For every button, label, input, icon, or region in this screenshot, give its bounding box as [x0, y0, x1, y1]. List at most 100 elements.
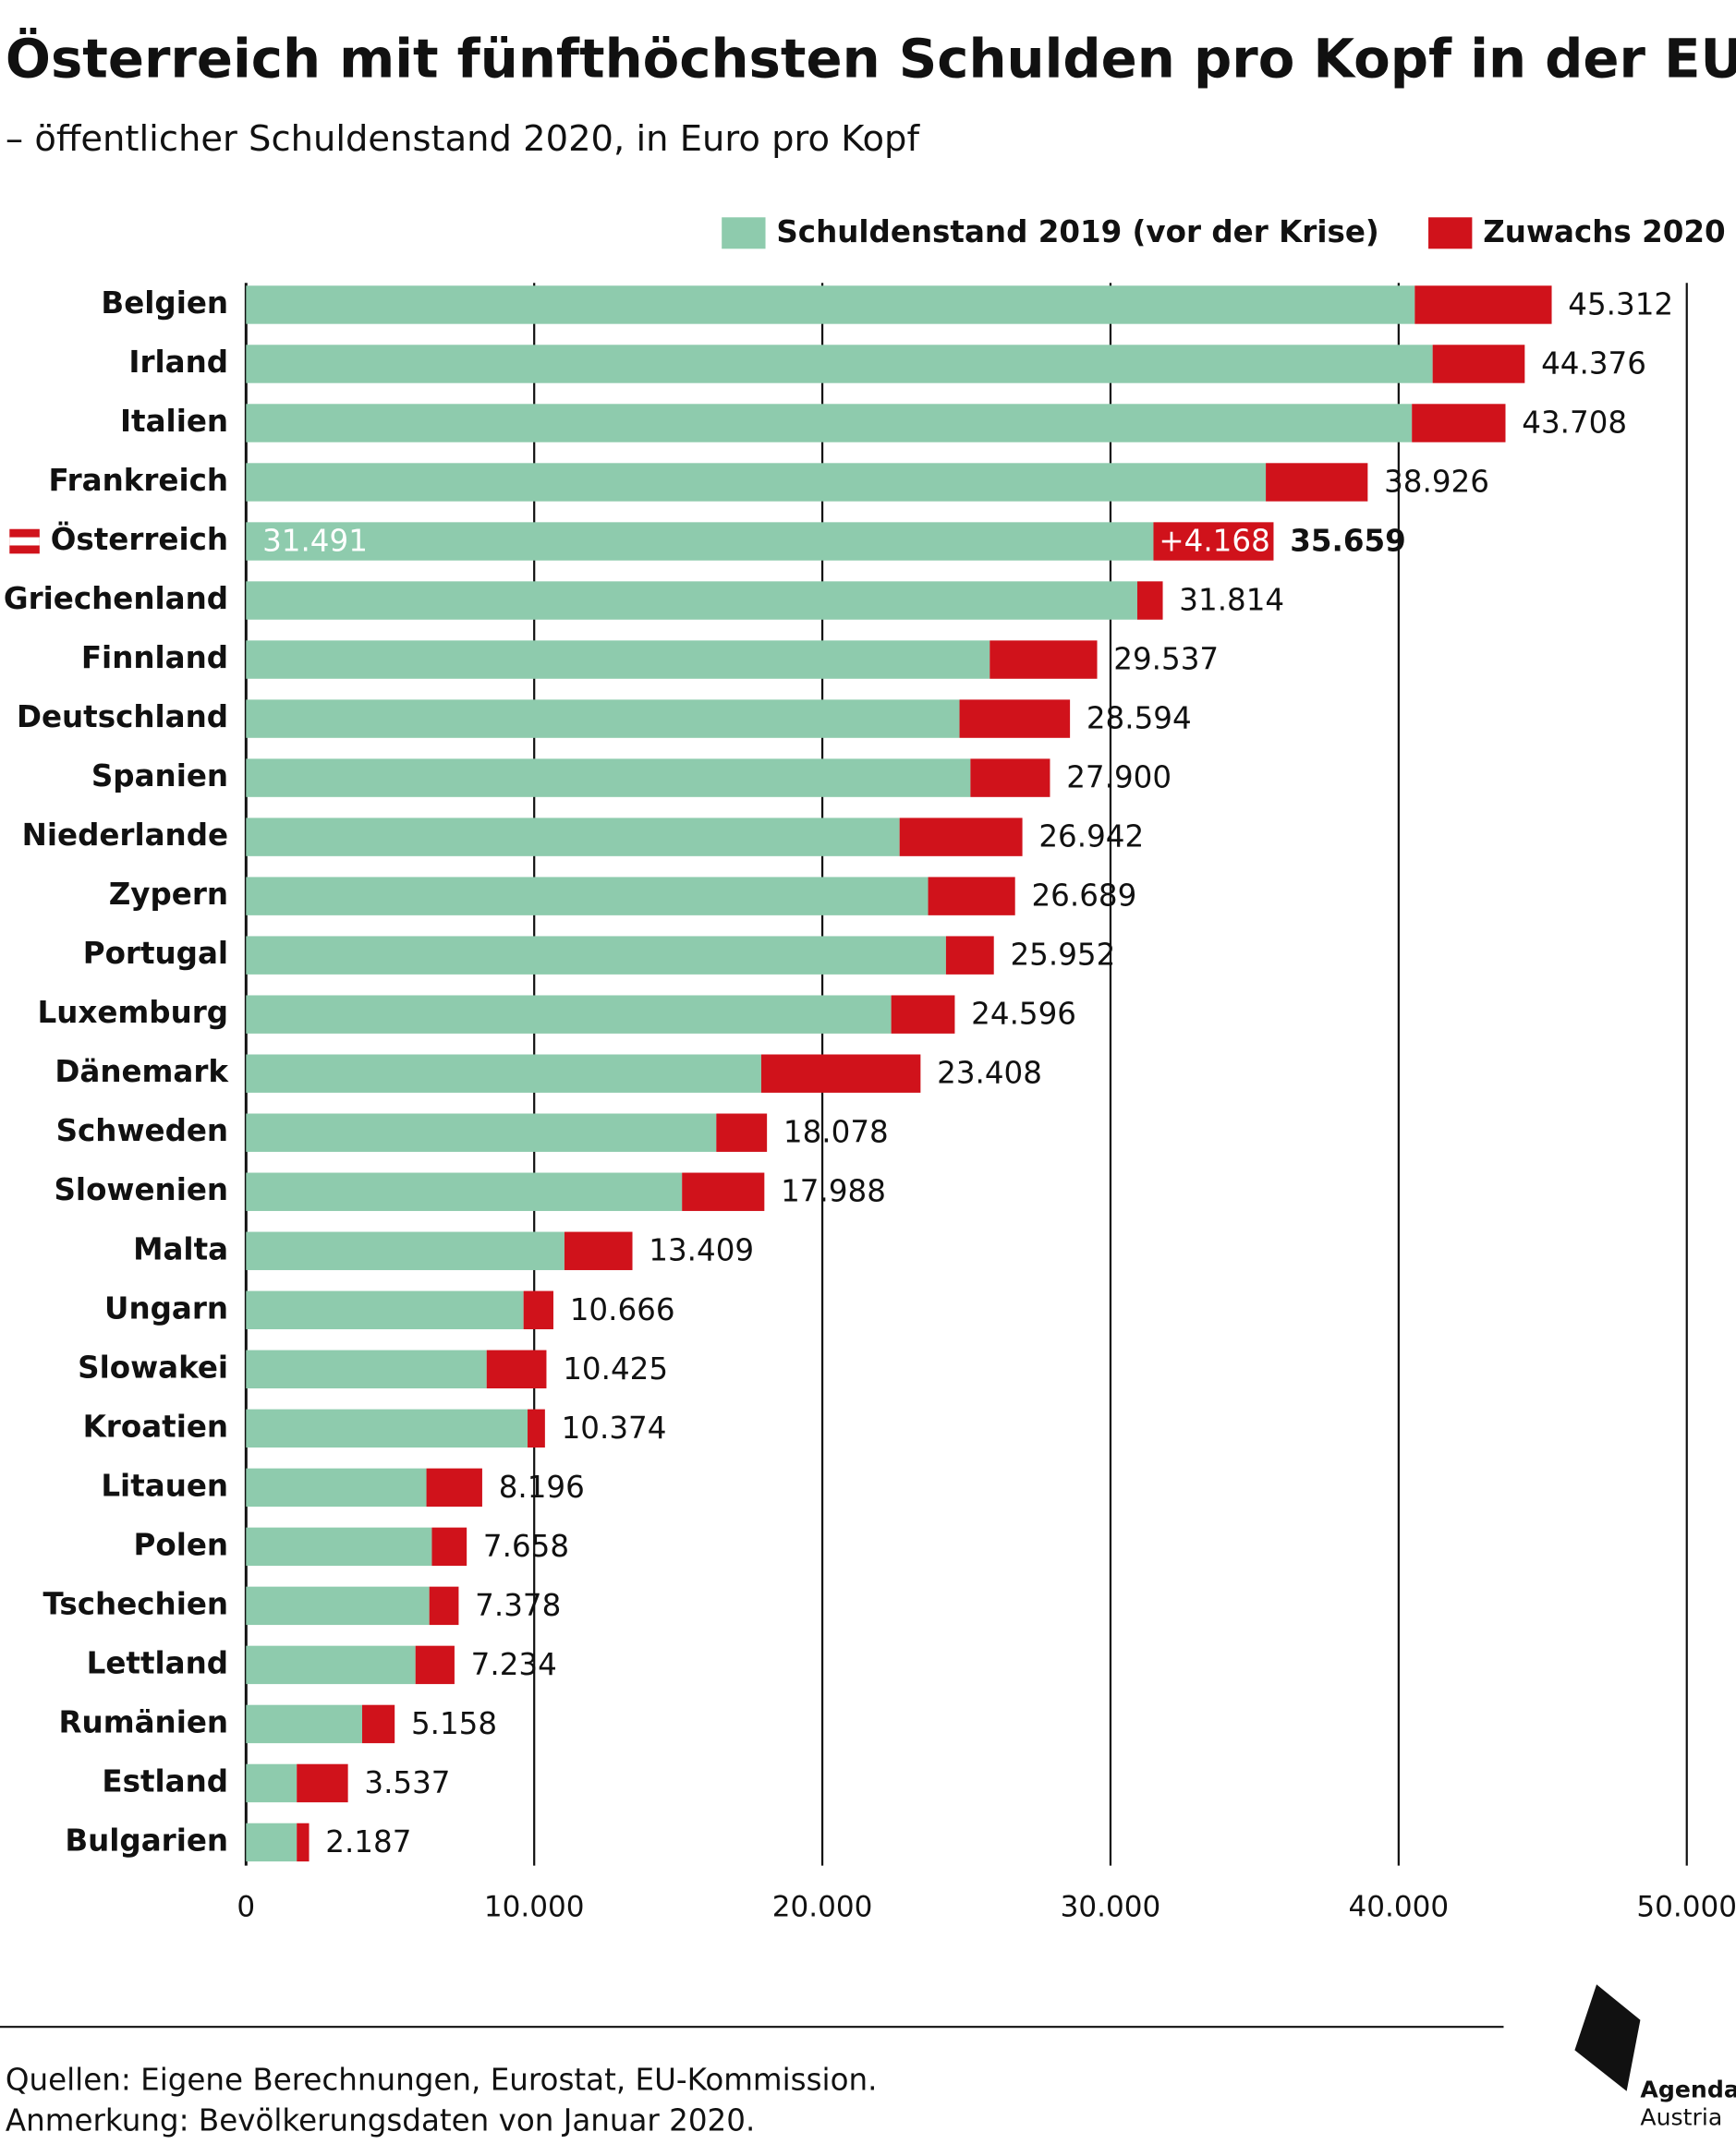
bar-segment	[246, 1054, 761, 1093]
bar-segment	[564, 1231, 633, 1270]
bar-segment	[246, 995, 892, 1034]
bar-segment	[989, 640, 1098, 679]
bar-segment	[246, 758, 971, 797]
bar-segment	[899, 818, 1023, 856]
bar-segment	[246, 936, 946, 975]
total-label: 2.187	[325, 1824, 411, 1859]
bar-segment	[246, 1704, 363, 1744]
chart-subtitle: – öffentlicher Schuldenstand 2020, in Eu…	[6, 118, 921, 160]
category-label: Österreich	[51, 522, 228, 557]
total-label: 35.659	[1290, 524, 1406, 559]
total-label: 13.409	[649, 1233, 754, 1268]
total-label: 7.658	[483, 1529, 569, 1564]
total-label: 43.708	[1522, 405, 1627, 440]
category-label: Kroatien	[83, 1409, 228, 1444]
bar-segment	[928, 877, 1015, 915]
bar-segment	[246, 463, 1267, 502]
total-label: 3.537	[364, 1765, 450, 1800]
x-tick-label: 0	[237, 1890, 255, 1923]
total-label: 26.942	[1038, 819, 1144, 854]
bar-segment	[891, 995, 955, 1034]
category-label: Irland	[128, 345, 228, 380]
bar-segment	[246, 818, 900, 856]
total-label: 29.537	[1113, 642, 1219, 677]
bar-segment	[431, 1527, 467, 1567]
bar-segment	[246, 1586, 430, 1626]
legend-label: Schuldenstand 2019 (vor der Krise)	[776, 214, 1378, 249]
category-label: Griechenland	[4, 581, 228, 616]
bar-segment	[246, 1113, 717, 1152]
bar-segment	[959, 699, 1071, 738]
category-label: Litauen	[101, 1468, 228, 1503]
category-label: Spanien	[91, 758, 228, 793]
bar-segment	[246, 285, 1415, 324]
category-label: Portugal	[83, 936, 228, 971]
bar-segment	[528, 1409, 545, 1448]
category-label: Bulgarien	[65, 1823, 228, 1858]
total-label: 45.312	[1568, 286, 1673, 321]
category-label: Estland	[102, 1763, 228, 1799]
total-label: 44.376	[1541, 345, 1646, 381]
logo-text: Agenda	[1640, 2077, 1736, 2103]
total-label: 31.814	[1179, 583, 1284, 618]
bar-segment	[1412, 404, 1506, 442]
bar-segment	[246, 1350, 487, 1389]
bar-segment	[297, 1763, 348, 1803]
total-label: 25.952	[1010, 938, 1115, 973]
bar-segment	[523, 1290, 553, 1329]
category-label: Malta	[133, 1231, 228, 1266]
category-label: Niederlande	[22, 818, 228, 853]
chart-title: Österreich mit fünfthöchsten Schulden pr…	[6, 28, 1736, 91]
category-label: Schweden	[56, 1113, 229, 1148]
x-tick-label: 30.000	[1061, 1890, 1161, 1923]
bar-segment	[246, 1645, 416, 1685]
bar-segment	[415, 1645, 455, 1685]
legend-label: Zuwachs 2020	[1483, 214, 1725, 249]
bar-segment	[246, 699, 960, 738]
total-label: 23.408	[937, 1056, 1042, 1091]
total-label: 10.666	[570, 1292, 675, 1327]
bar-segment	[246, 345, 1433, 383]
category-label: Frankreich	[48, 463, 228, 498]
bar-segment	[486, 1350, 547, 1389]
bar-segment	[246, 1763, 297, 1803]
bar-segment	[246, 1290, 524, 1329]
bar-segment	[246, 1823, 297, 1862]
bar-segment	[297, 1823, 310, 1862]
bar-segment	[246, 1231, 565, 1270]
bar-segment	[246, 404, 1413, 442]
x-tick-label: 40.000	[1349, 1890, 1450, 1923]
bar-segment	[945, 936, 994, 975]
bar-segment	[1414, 285, 1552, 324]
category-label: Belgien	[101, 285, 228, 321]
bar-segment	[246, 522, 1154, 561]
category-label: Ungarn	[104, 1290, 228, 1326]
bar-segment	[246, 877, 929, 915]
logo-icon	[1574, 1984, 1641, 2091]
bar-segment	[716, 1113, 768, 1152]
total-label: 8.196	[499, 1470, 585, 1505]
total-label: 27.900	[1066, 760, 1171, 795]
x-tick-label: 50.000	[1636, 1890, 1736, 1923]
category-label: Deutschland	[17, 699, 228, 734]
logo-text: Austria	[1640, 2103, 1722, 2130]
category-label: Lettland	[87, 1645, 228, 1680]
x-tick-label: 10.000	[484, 1890, 585, 1923]
total-label: 7.234	[471, 1647, 557, 1682]
bar-segment	[1266, 463, 1368, 502]
x-tick-label: 20.000	[772, 1890, 873, 1923]
total-label: 10.425	[563, 1351, 668, 1387]
category-label: Rumänien	[58, 1704, 228, 1739]
category-label: Luxemburg	[37, 995, 228, 1030]
legend-swatch	[1428, 217, 1473, 249]
bar-segment	[246, 640, 990, 679]
total-label: 38.926	[1384, 465, 1489, 500]
bar-segment	[362, 1704, 395, 1744]
total-label: 10.374	[562, 1411, 667, 1446]
bar-segment	[246, 1172, 683, 1211]
bar-segment	[1136, 581, 1163, 620]
bar-segment	[1153, 522, 1274, 561]
category-label: Tschechien	[43, 1586, 229, 1621]
category-label: Slowenien	[54, 1172, 228, 1207]
